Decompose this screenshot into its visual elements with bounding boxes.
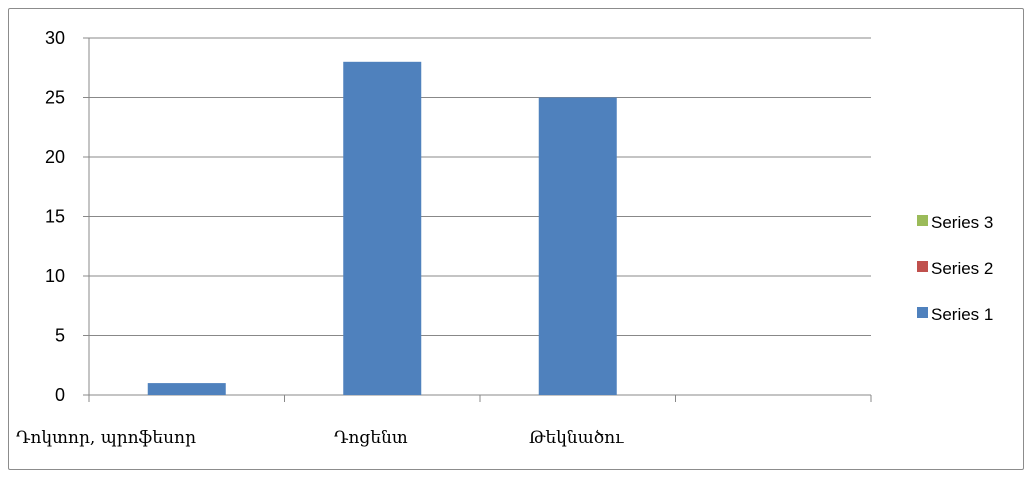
y-tick-label: 25	[45, 88, 65, 108]
y-tick-label: 0	[55, 385, 65, 405]
bar-series-1	[343, 61, 422, 396]
legend-label: Series 3	[931, 213, 993, 232]
y-tick-label: 10	[45, 266, 65, 286]
bar-series-1	[147, 383, 226, 395]
legend-swatch	[917, 215, 928, 226]
legend-label: Series 1	[931, 305, 993, 324]
x-category-label: Թեկնածու	[529, 428, 624, 448]
y-tick-label: 15	[45, 207, 65, 227]
y-tick-label: 5	[55, 326, 65, 346]
y-tick-label: 30	[45, 28, 65, 48]
bar-series-1	[538, 97, 617, 395]
legend-swatch	[917, 261, 928, 272]
x-category-label: Դոցենտ	[334, 428, 408, 448]
y-tick-label: 20	[45, 147, 65, 167]
legend-swatch	[917, 307, 928, 318]
x-category-label: Դոկտոր, պրոֆեսոր	[16, 428, 196, 448]
legend-label: Series 2	[931, 259, 993, 278]
